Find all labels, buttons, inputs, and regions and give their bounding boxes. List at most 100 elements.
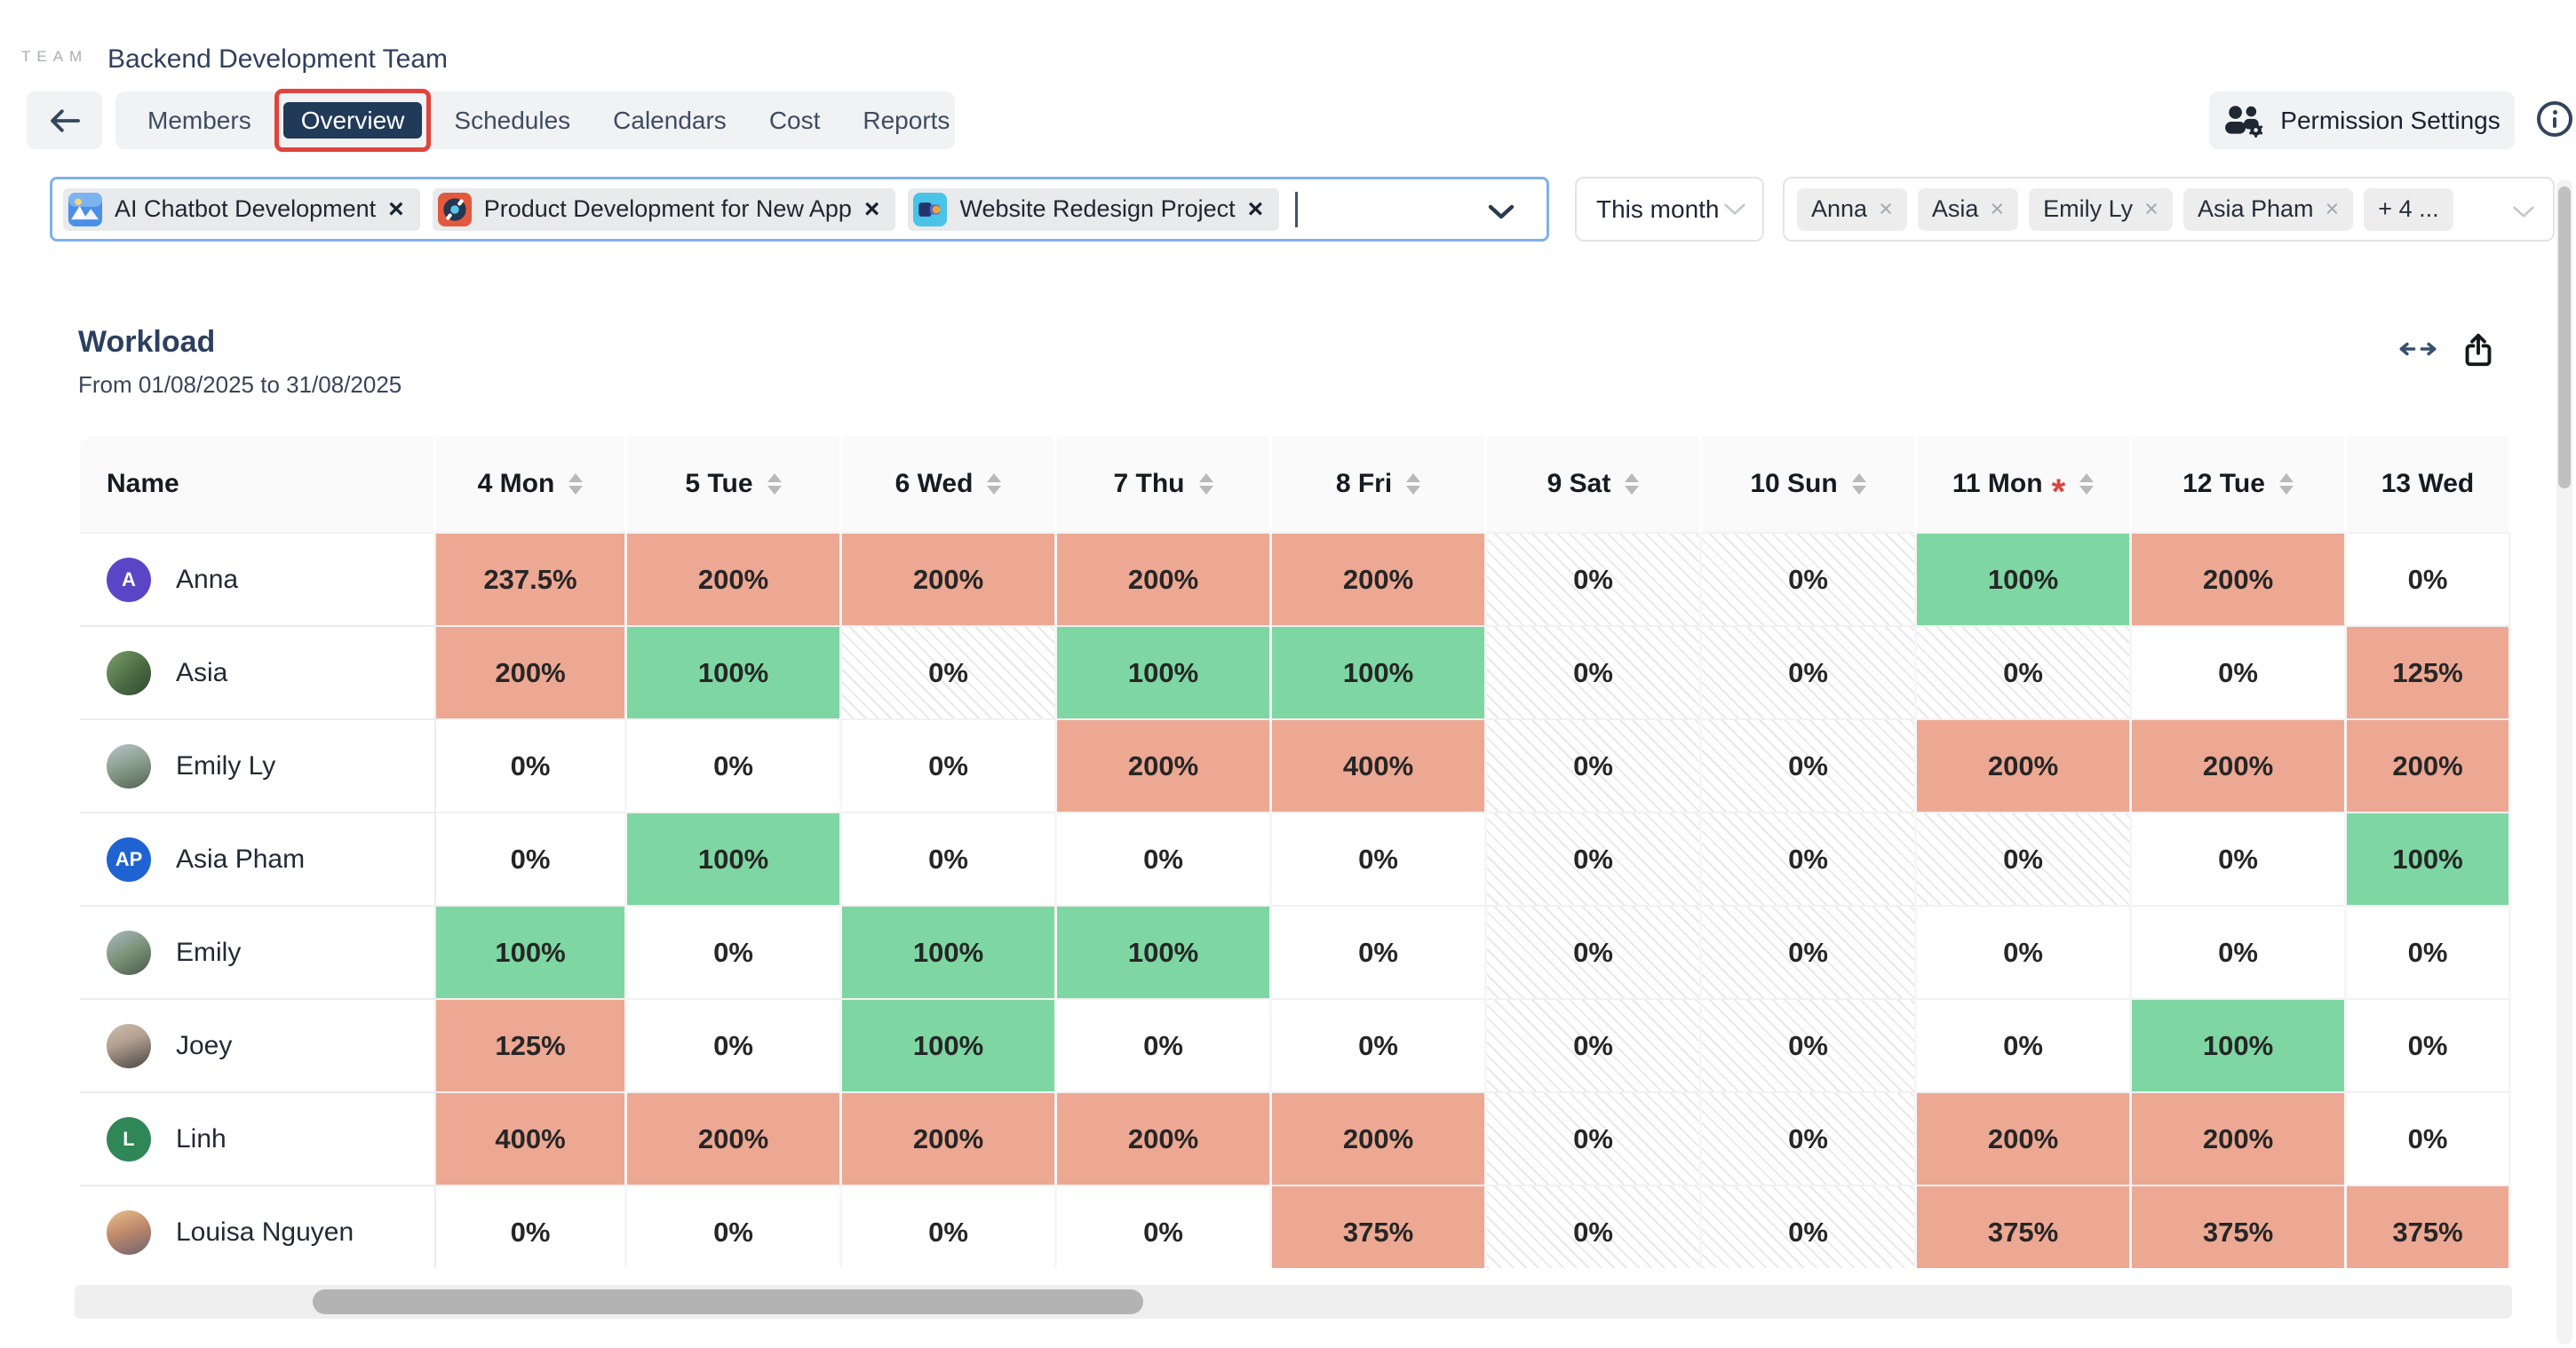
workload-cell: 400%: [1272, 720, 1487, 813]
member-name: Linh: [176, 1123, 227, 1154]
column-header-5-tue[interactable]: 5 Tue: [627, 436, 842, 534]
workload-cell: 0%: [1487, 1000, 1702, 1093]
person-tag-label: Anna: [1811, 195, 1868, 222]
workload-cell: 0%: [842, 813, 1057, 907]
sort-up-arrow: [987, 473, 1002, 482]
workload-cell: 0%: [627, 720, 842, 813]
member-name: Asia Pham: [176, 844, 306, 874]
close-x-icon[interactable]: ×: [1879, 195, 1893, 222]
person-tag-asia[interactable]: Asia ×: [1917, 187, 2019, 231]
project-tag-label: AI Chatbot Development: [115, 195, 377, 222]
permission-settings-label: Permission Settings: [2280, 106, 2500, 134]
person-tag-emily-ly[interactable]: Emily Ly ×: [2029, 187, 2173, 231]
project-tag-product-development-for-new-app[interactable]: Product Development for New App ×: [432, 187, 896, 231]
column-header-10-sun[interactable]: 10 Sun: [1702, 436, 1917, 534]
sort-arrows-icon[interactable]: [2079, 473, 2095, 495]
project-tag-ai-chatbot-development[interactable]: AI Chatbot Development ×: [63, 187, 420, 231]
project-tag-website-redesign-project[interactable]: Website Redesign Project ×: [908, 187, 1280, 231]
workload-cell: 375%: [1272, 1186, 1487, 1268]
workload-cell: 0%: [1917, 813, 2132, 907]
chevron-down-icon[interactable]: [2512, 205, 2535, 219]
workload-cell: 0%: [1702, 907, 1917, 1000]
column-header-13-wed[interactable]: 13 Wed: [2347, 436, 2511, 534]
workload-cell: 375%: [2132, 1186, 2347, 1268]
vertical-scrollbar[interactable]: [2556, 179, 2572, 1344]
member-name: Anna: [176, 564, 239, 594]
sort-down-arrow: [1851, 486, 1866, 495]
avatar-photo: [107, 1023, 151, 1068]
avatar-initials: L: [107, 1116, 151, 1162]
sort-arrows-icon[interactable]: [568, 473, 584, 495]
people-filter-input[interactable]: Anna × Asia × Emily Ly × Asia Pham × + 4 ...: [1783, 177, 2555, 242]
close-x-icon[interactable]: ×: [1990, 195, 2005, 222]
workload-cell: 200%: [2132, 1093, 2347, 1186]
sort-arrows-icon[interactable]: [1406, 473, 1421, 495]
table-row-asia-pham: AP Asia Pham 0% 100% 0% 0% 0% 0% 0% 0% 0% 100%: [80, 813, 2511, 907]
workload-cell: 0%: [1487, 627, 1702, 720]
workload-cell: 0%: [1702, 813, 1917, 907]
workload-cell: 0%: [627, 907, 842, 1000]
tab-overview[interactable]: Overview: [282, 102, 423, 139]
workload-cell: 100%: [1057, 907, 1272, 1000]
avatar-initials: A: [107, 557, 151, 602]
column-header-7-thu[interactable]: 7 Thu: [1057, 436, 1272, 534]
column-header-label: 6 Wed: [894, 469, 974, 498]
workload-cell: 200%: [842, 534, 1057, 627]
sort-arrows-icon[interactable]: [2278, 473, 2294, 495]
sort-arrows-icon[interactable]: [1625, 473, 1640, 495]
tab-highlight-overview: Overview: [274, 89, 432, 152]
workload-cell: 200%: [2347, 720, 2511, 813]
sort-arrows-icon[interactable]: [1198, 473, 1213, 495]
person-tag-label: Asia Pham: [2197, 195, 2314, 222]
permission-settings-button[interactable]: Permission Settings: [2209, 91, 2515, 149]
close-x-icon[interactable]: ×: [2144, 195, 2159, 222]
column-header-12-tue[interactable]: 12 Tue: [2132, 436, 2347, 534]
horizontal-scrollbar[interactable]: [75, 1285, 2512, 1319]
tab-cost[interactable]: Cost: [768, 106, 821, 134]
back-button[interactable]: [27, 91, 102, 149]
workload-cell: 200%: [627, 1093, 842, 1186]
record-icon: [437, 192, 472, 226]
tab-reports[interactable]: Reports: [863, 106, 950, 134]
close-x-icon[interactable]: ×: [2325, 195, 2340, 222]
workload-cell: 200%: [1057, 534, 1272, 627]
column-header-8-fri[interactable]: 8 Fri: [1272, 436, 1487, 534]
column-header-4-mon[interactable]: 4 Mon: [436, 436, 627, 534]
person-tag-asia-pham[interactable]: Asia Pham ×: [2182, 187, 2354, 231]
project-filter-input[interactable]: AI Chatbot Development × Product Developme…: [50, 177, 1549, 242]
workload-cell: 100%: [1917, 534, 2132, 627]
horizontal-scrollbar-thumb[interactable]: [313, 1289, 1143, 1314]
workload-cell: 0%: [1917, 1000, 2132, 1093]
tab-schedules[interactable]: Schedules: [454, 106, 571, 134]
project-tag-label: Website Redesign Project: [959, 195, 1236, 222]
workload-cell: 100%: [436, 907, 627, 1000]
workload-cell: 0%: [1702, 534, 1917, 627]
close-x-icon[interactable]: ×: [863, 194, 880, 224]
export-box-icon[interactable]: [2462, 332, 2494, 374]
blocks-icon: [913, 192, 948, 226]
vertical-scrollbar-thumb[interactable]: [2558, 186, 2571, 488]
column-header-6-wed[interactable]: 6 Wed: [842, 436, 1057, 534]
sort-arrows-icon[interactable]: [767, 473, 782, 495]
nav-tabs: Members Overview Schedules Calendars Cost Rep…: [115, 89, 955, 152]
close-x-icon[interactable]: ×: [1247, 194, 1264, 224]
tab-calendars[interactable]: Calendars: [613, 106, 727, 134]
column-header-name[interactable]: Name: [80, 436, 436, 534]
column-header-9-sat[interactable]: 9 Sat: [1487, 436, 1702, 534]
workload-cell: 0%: [1487, 1093, 1702, 1186]
info-icon[interactable]: [2537, 101, 2572, 137]
column-header-11-mon[interactable]: 11 Mon *: [1917, 436, 2132, 534]
close-x-icon[interactable]: ×: [388, 194, 404, 224]
period-select[interactable]: This month: [1575, 177, 1764, 242]
person-tag-anna[interactable]: Anna ×: [1797, 187, 1907, 231]
table-row-anna: A Anna 237.5% 200% 200% 200% 200% 0% 0% 100% 200% 0…: [80, 534, 2511, 627]
sort-arrows-icon[interactable]: [1851, 473, 1866, 495]
tab-members[interactable]: Members: [147, 106, 251, 134]
workload-cell: 0%: [436, 1186, 627, 1268]
person-tag-label: Emily Ly: [2043, 195, 2134, 222]
arrows-left-right-icon[interactable]: [2398, 341, 2437, 361]
people-more-tag[interactable]: + 4 ...: [2364, 187, 2453, 231]
chevron-down-icon[interactable]: [1488, 204, 1515, 220]
workload-table: Name 4 Mon 5 Tue 6 Wed 7 Thu 8 Fri 9 Sat 10 Sun…: [80, 436, 2511, 1268]
sort-arrows-icon[interactable]: [987, 473, 1002, 495]
